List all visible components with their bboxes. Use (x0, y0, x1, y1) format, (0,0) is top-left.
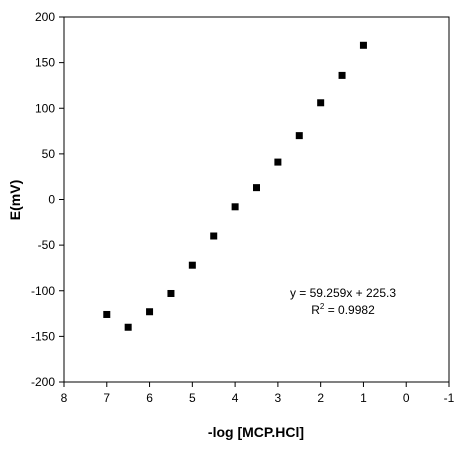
data-point (338, 71, 346, 79)
r2-value: = 0.9982 (324, 303, 375, 317)
y-tick-label: -150 (31, 329, 55, 343)
data-point (103, 310, 111, 318)
r2-superscript: 2 (320, 302, 325, 311)
x-tick-label: 7 (103, 391, 110, 405)
x-tick-label: 3 (275, 391, 282, 405)
x-tick-label: 6 (146, 391, 153, 405)
data-point (188, 261, 196, 269)
x-tick-label: 8 (61, 391, 68, 405)
x-tick-label: 4 (232, 391, 239, 405)
y-tick-label: 0 (48, 193, 55, 207)
x-axis-ticks: 8 7 6 5 4 3 2 1 0 -1 (61, 382, 455, 405)
data-point (210, 232, 218, 240)
data-point (253, 184, 260, 192)
data-points (103, 41, 367, 331)
data-point (231, 203, 239, 211)
data-point (124, 323, 132, 331)
y-tick-label: -50 (38, 238, 56, 252)
x-tick-label: 2 (317, 391, 324, 405)
y-tick-label: 200 (35, 10, 55, 24)
y-axis-ticks: -200 -150 -100 -50 0 50 100 150 200 (31, 10, 64, 389)
x-axis-label: -log [MCP.HCl] (208, 424, 304, 440)
x-tick-label: -1 (444, 391, 455, 405)
y-tick-label: -100 (31, 284, 55, 298)
x-tick-label: 5 (189, 391, 196, 405)
data-point (274, 158, 282, 166)
y-tick-label: 100 (35, 101, 55, 115)
data-point (317, 99, 325, 107)
trendline-equation: y = 59.259x + 225.3 (290, 286, 396, 300)
r2-letter: R (311, 303, 320, 317)
y-tick-label: 150 (35, 56, 55, 70)
y-tick-label: 50 (42, 147, 56, 161)
data-point (295, 132, 303, 140)
y-axis-label: E(mV) (7, 180, 23, 220)
data-point (359, 41, 367, 49)
x-tick-label: 1 (360, 391, 367, 405)
plot-frame (63, 16, 450, 383)
data-point (146, 308, 154, 316)
data-point (167, 289, 175, 297)
r-squared-label: R2 = 0.9982 (311, 302, 375, 317)
y-tick-label: -200 (31, 375, 55, 389)
x-tick-label: 0 (403, 391, 410, 405)
